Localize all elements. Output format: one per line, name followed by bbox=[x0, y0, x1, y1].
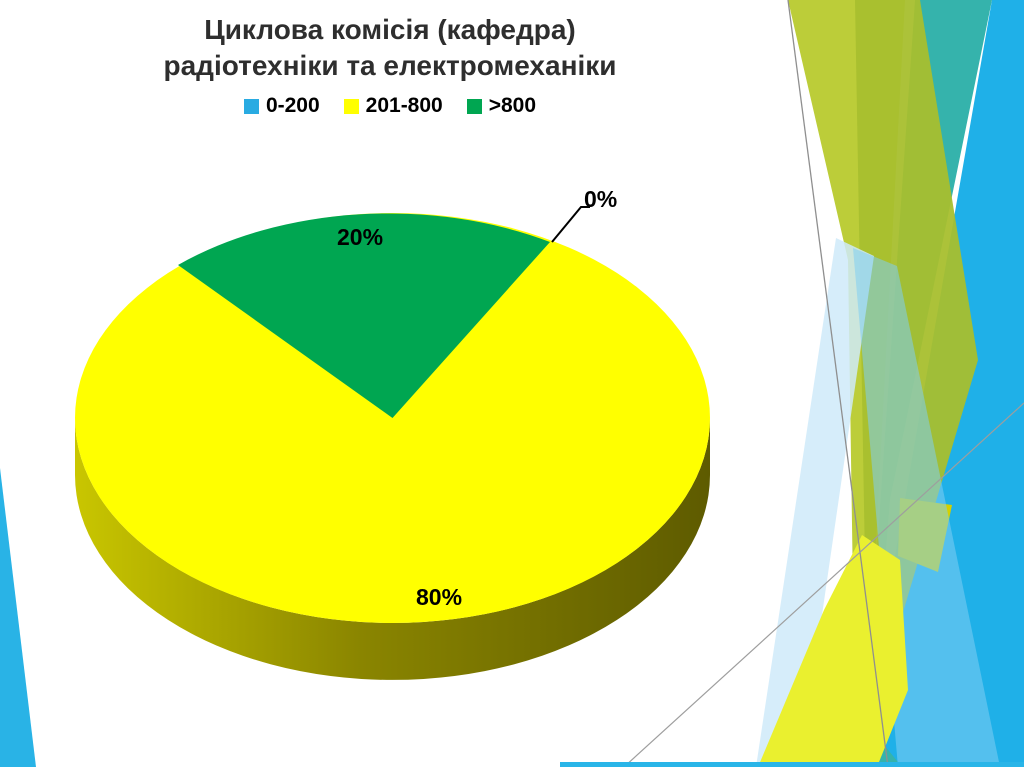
pie-slice-green bbox=[178, 213, 550, 418]
decor-left-wedge bbox=[0, 468, 36, 767]
decor-paleblue-ribbon bbox=[756, 238, 874, 767]
pie-leader-line-blue bbox=[551, 206, 590, 243]
chart-title: Циклова комісія (кафедра) радіотехніки т… bbox=[60, 12, 720, 84]
legend-swatch-green bbox=[466, 98, 482, 114]
data-label-green: 20% bbox=[337, 224, 384, 250]
legend-item-0-200: 0-200 bbox=[243, 94, 320, 118]
decor-bottom-strip bbox=[560, 762, 1024, 767]
legend-item-201-800: 201-800 bbox=[343, 94, 443, 118]
legend-swatch-blue bbox=[243, 98, 259, 114]
decor-yellow-band bbox=[758, 535, 908, 767]
legend-swatch-yellow bbox=[343, 98, 359, 114]
decor-gray-line-2 bbox=[623, 402, 1024, 767]
data-label-yellow: 80% bbox=[416, 584, 463, 610]
chart-legend: 0-200 201-800 >800 bbox=[60, 94, 720, 118]
decor-gray-line-1 bbox=[787, 0, 889, 767]
pie-side-yellow bbox=[75, 418, 710, 680]
legend-item-gt800: >800 bbox=[466, 94, 537, 118]
legend-label: 201-800 bbox=[365, 94, 443, 117]
chart-title-line1: Циклова комісія (кафедра) bbox=[204, 14, 576, 45]
data-label-blue: 0% bbox=[584, 186, 618, 212]
chart-title-line2: радіотехніки та електромеханіки bbox=[163, 50, 617, 81]
legend-label: >800 bbox=[488, 94, 537, 117]
legend-label: 0-200 bbox=[265, 94, 320, 117]
